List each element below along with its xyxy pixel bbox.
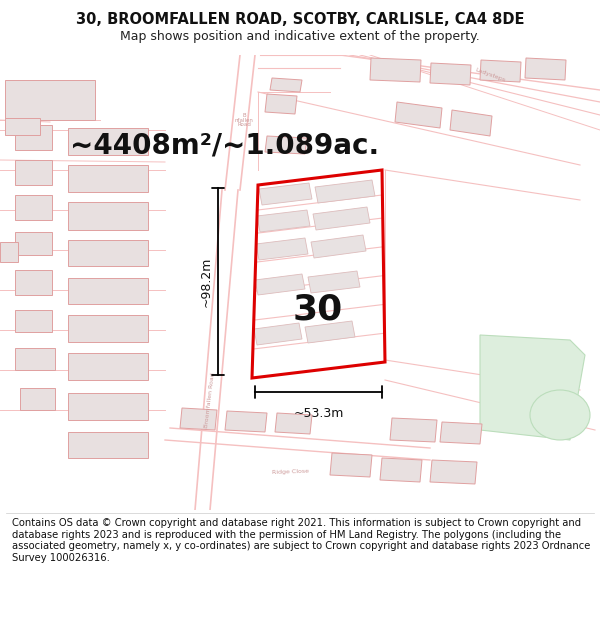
Ellipse shape — [530, 390, 590, 440]
Text: ~53.3m: ~53.3m — [293, 407, 344, 420]
Polygon shape — [15, 125, 52, 150]
Polygon shape — [15, 232, 52, 255]
Polygon shape — [480, 60, 521, 82]
Polygon shape — [68, 432, 148, 458]
Polygon shape — [525, 58, 566, 80]
Polygon shape — [270, 78, 302, 92]
Polygon shape — [68, 240, 148, 266]
Polygon shape — [265, 136, 307, 154]
Polygon shape — [440, 422, 482, 444]
Polygon shape — [330, 453, 372, 477]
Polygon shape — [5, 80, 95, 120]
Polygon shape — [15, 160, 52, 185]
Polygon shape — [255, 274, 305, 295]
Polygon shape — [68, 315, 148, 342]
Polygon shape — [254, 323, 302, 345]
Polygon shape — [68, 165, 148, 192]
Polygon shape — [311, 235, 366, 258]
Text: Contains OS data © Crown copyright and database right 2021. This information is : Contains OS data © Crown copyright and d… — [12, 518, 590, 563]
Polygon shape — [15, 270, 52, 295]
Text: B
nfallen
Road: B nfallen Road — [235, 113, 253, 127]
Polygon shape — [256, 238, 308, 260]
Polygon shape — [15, 195, 52, 220]
Polygon shape — [315, 180, 375, 203]
Polygon shape — [68, 278, 148, 304]
Polygon shape — [430, 63, 471, 85]
Text: ~98.2m: ~98.2m — [200, 256, 213, 307]
Polygon shape — [308, 271, 360, 293]
Polygon shape — [5, 118, 40, 135]
Polygon shape — [68, 202, 148, 230]
Text: Broomfallen Road: Broomfallen Road — [204, 372, 216, 428]
Polygon shape — [313, 207, 370, 230]
Polygon shape — [15, 348, 55, 370]
Polygon shape — [450, 110, 492, 136]
Polygon shape — [480, 335, 585, 440]
Polygon shape — [390, 418, 437, 442]
Polygon shape — [430, 460, 477, 484]
Polygon shape — [225, 411, 267, 432]
Polygon shape — [15, 310, 52, 332]
Polygon shape — [370, 58, 421, 82]
Polygon shape — [275, 413, 312, 434]
Polygon shape — [68, 353, 148, 380]
Polygon shape — [180, 408, 217, 430]
Polygon shape — [20, 388, 55, 410]
Polygon shape — [380, 458, 422, 482]
Polygon shape — [265, 94, 297, 114]
Polygon shape — [395, 102, 442, 128]
Text: Map shows position and indicative extent of the property.: Map shows position and indicative extent… — [120, 30, 480, 43]
Text: Ladysteps: Ladysteps — [474, 67, 506, 83]
Text: Ridge Close: Ridge Close — [271, 469, 308, 475]
Polygon shape — [0, 242, 18, 262]
Polygon shape — [68, 128, 148, 155]
Text: 30, BROOMFALLEN ROAD, SCOTBY, CARLISLE, CA4 8DE: 30, BROOMFALLEN ROAD, SCOTBY, CARLISLE, … — [76, 12, 524, 27]
Text: 30: 30 — [293, 293, 343, 327]
Text: ~4408m²/~1.089ac.: ~4408m²/~1.089ac. — [70, 131, 379, 159]
Polygon shape — [305, 321, 355, 343]
Polygon shape — [259, 183, 312, 205]
Polygon shape — [68, 393, 148, 420]
Polygon shape — [257, 210, 310, 232]
